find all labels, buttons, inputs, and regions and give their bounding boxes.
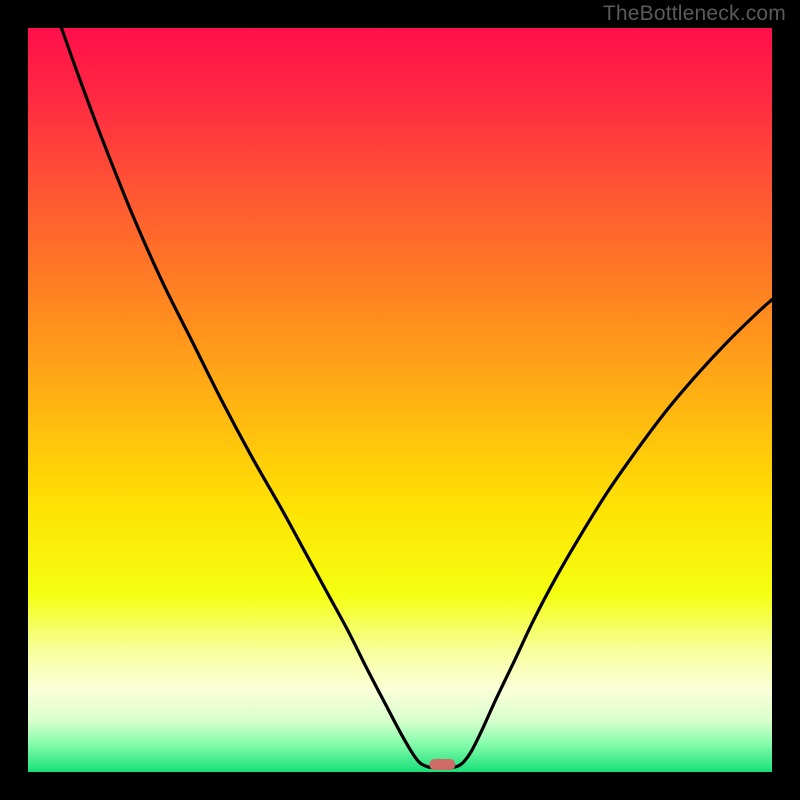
curve-path	[61, 28, 772, 768]
plot-frame	[28, 28, 772, 772]
curve	[28, 28, 772, 772]
watermark-text: TheBottleneck.com	[603, 2, 786, 26]
minimum-marker	[430, 759, 455, 771]
